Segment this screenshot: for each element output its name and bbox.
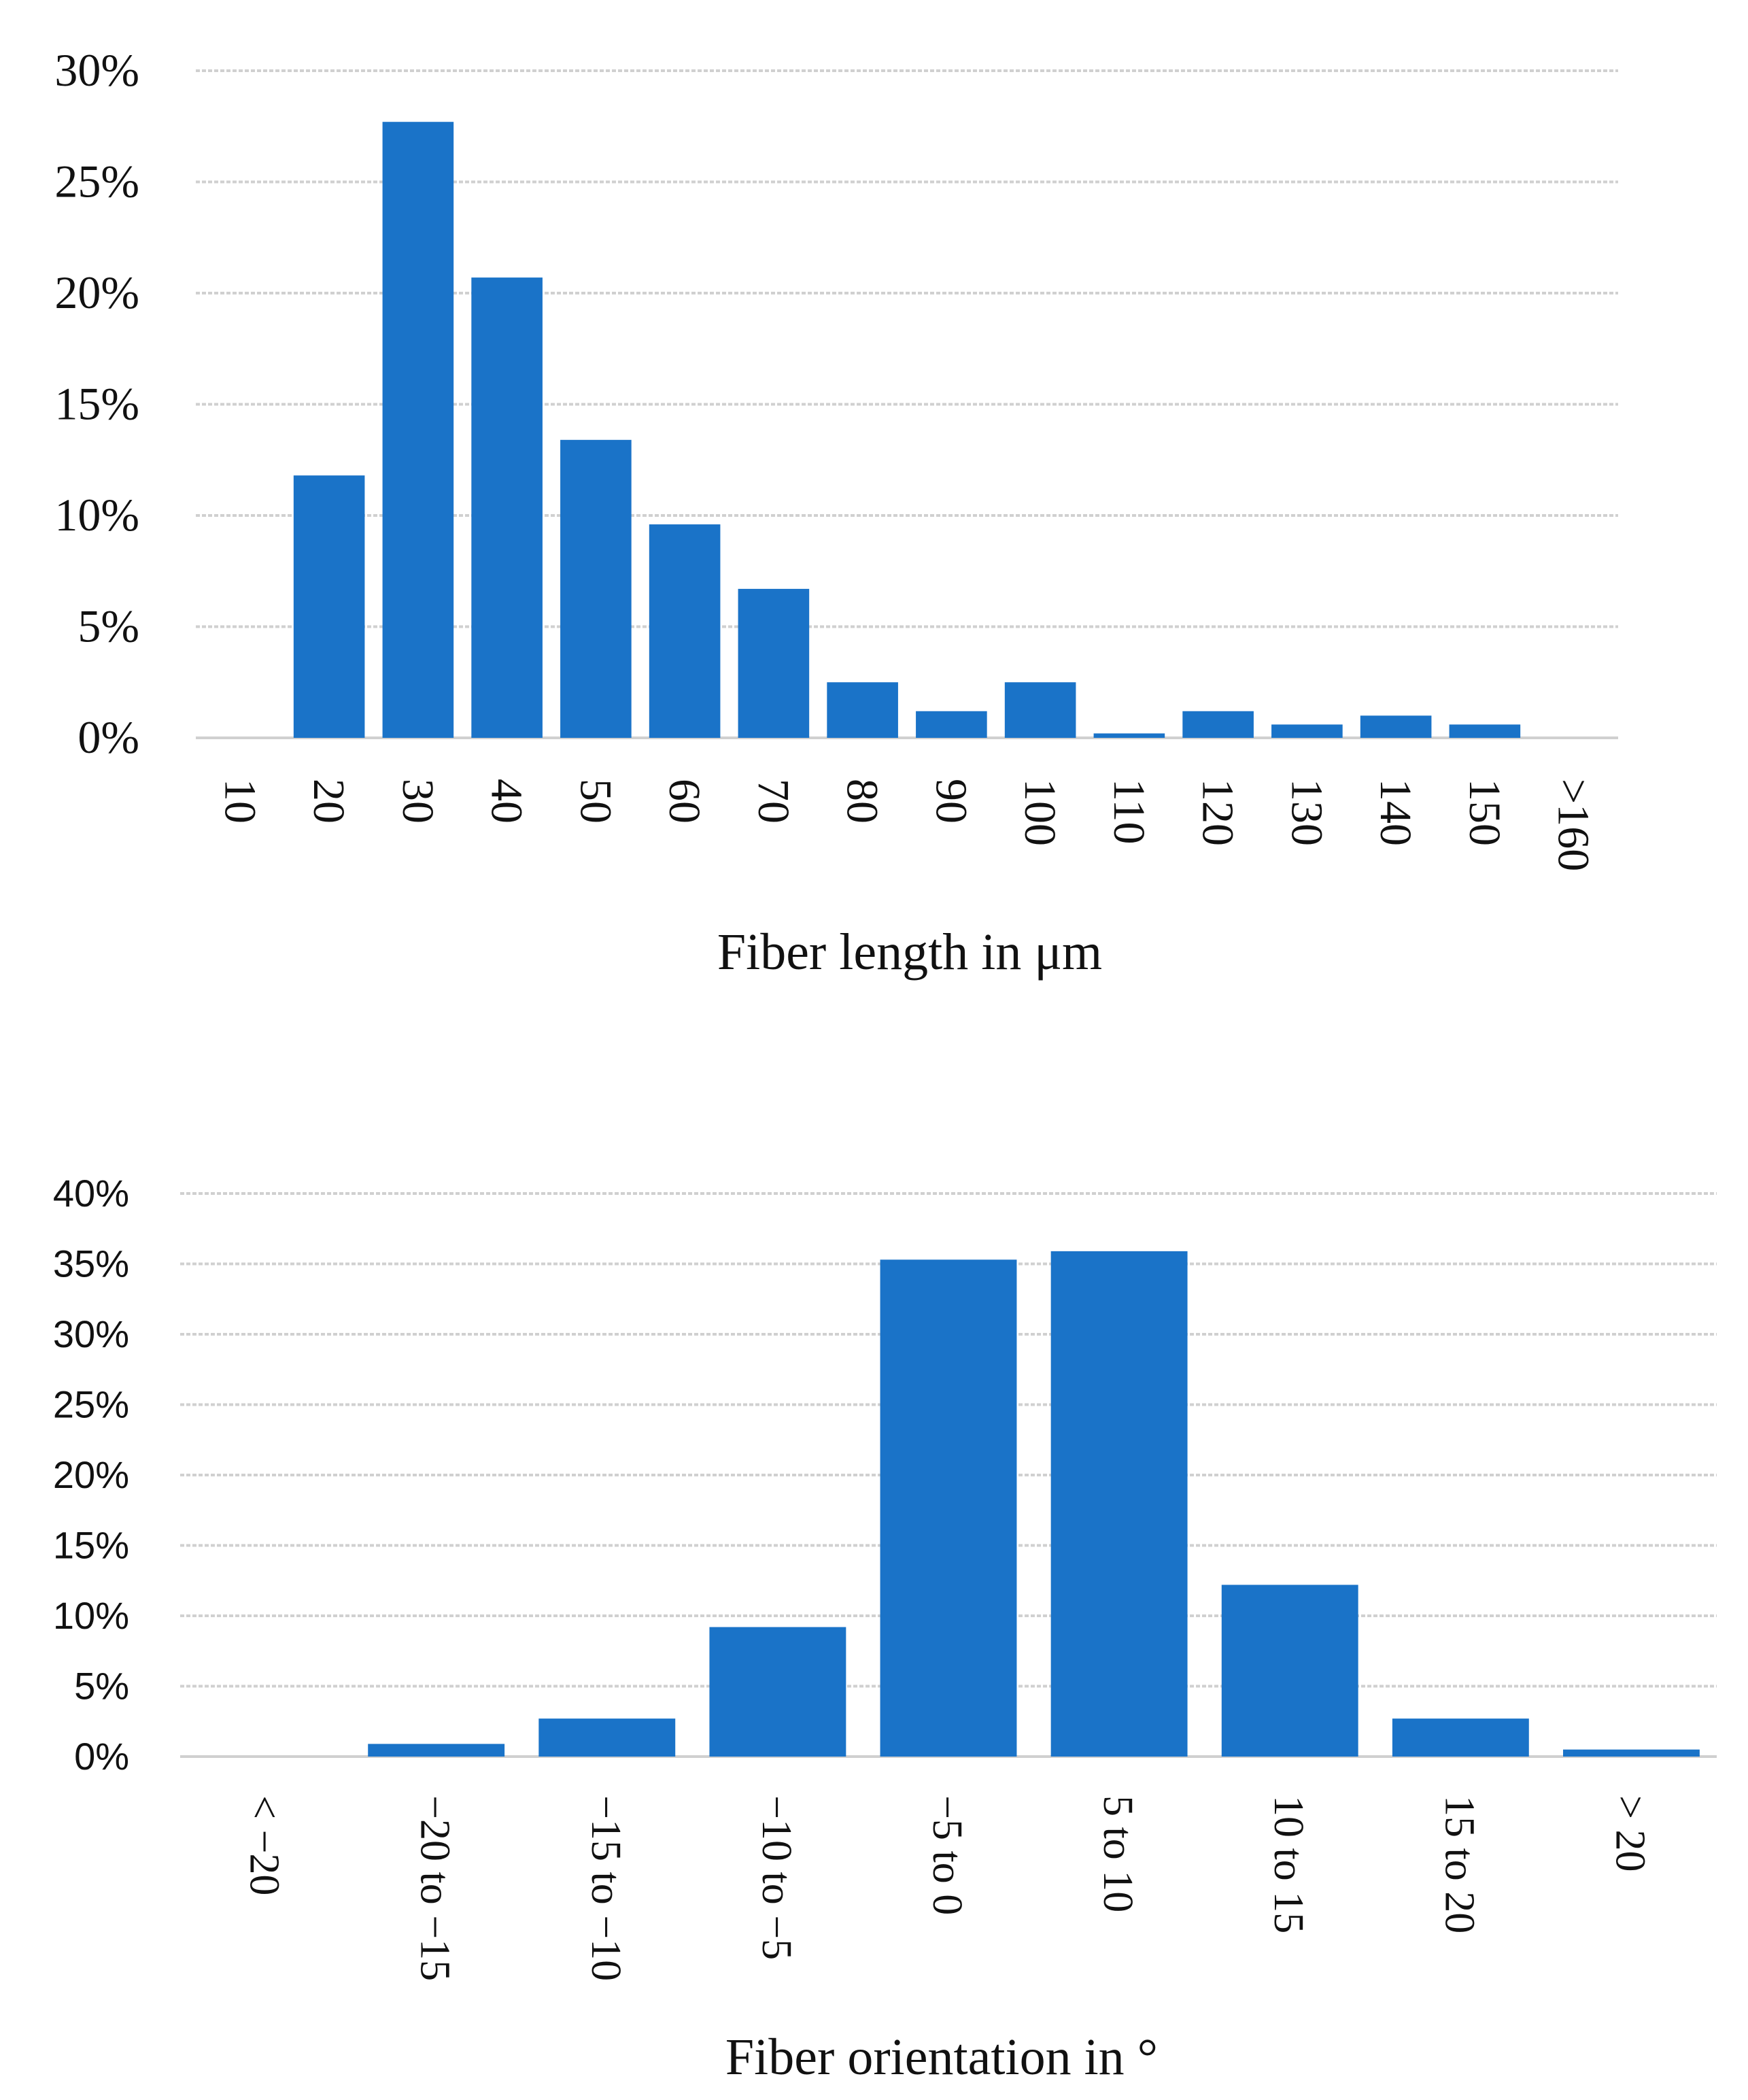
y-tick-label: 30% (53, 1312, 129, 1355)
x-tick-label: 90 (926, 779, 976, 824)
bar (368, 1744, 505, 1757)
bar (1093, 733, 1165, 738)
bar (1449, 724, 1521, 738)
x-tick-label: 5 to 10 (1095, 1795, 1141, 1912)
y-tick-label: 20% (53, 1453, 129, 1496)
bar (649, 524, 721, 738)
y-tick-label: 5% (74, 1665, 129, 1708)
bar (560, 439, 632, 738)
bar (538, 1718, 676, 1757)
x-tick-label: 30 (393, 779, 443, 824)
fiber-length-chart: 0%5%10%15%20%25%30% 10 20 30 40 50 60 70 80 90 10… (54, 44, 1618, 981)
x-axis-title: Fiber orientation in ° (725, 2029, 1158, 2086)
x-tick-label: 15 to 20 (1436, 1795, 1482, 1933)
x-tick-label: 10 (215, 779, 264, 824)
x-tick-label: −20 to −15 (412, 1795, 458, 1981)
bar (1182, 711, 1254, 738)
x-tick-label: >160 (1549, 779, 1598, 871)
x-tick-label: 70 (749, 779, 798, 824)
bar (1221, 1585, 1358, 1757)
y-tick-label: 25% (53, 1383, 129, 1426)
y-tick-label: 25% (54, 156, 139, 207)
x-tick-label: 60 (659, 779, 709, 824)
bars (293, 122, 1521, 738)
bar (827, 682, 898, 738)
x-tick-label: 50 (570, 779, 620, 824)
y-tick-label: 0% (78, 711, 139, 763)
y-tick-label: 15% (53, 1524, 129, 1567)
y-tick-label: 20% (54, 267, 139, 318)
x-axis-tick-labels: < −20 −20 to −15 −15 to −10 −10 to −5 −5 to … (241, 1795, 1653, 1981)
x-tick-label: 150 (1460, 779, 1509, 846)
bar (916, 711, 987, 738)
bar (1271, 724, 1343, 738)
x-tick-label: 20 (304, 779, 354, 824)
bar (1050, 1251, 1188, 1757)
y-tick-label: 10% (53, 1594, 129, 1637)
y-tick-label: 15% (54, 378, 139, 430)
x-tick-label: 140 (1371, 779, 1420, 846)
y-tick-label: 5% (78, 600, 139, 652)
y-axis-tick-labels: 0% 5% 10% 15% 20% 25% 30% 35% 40% (53, 1172, 129, 1778)
fiber-orientation-chart: 0% 5% 10% 15% 20% 25% 30% 35% 40% < −20 −20 to −1… (53, 1172, 1717, 2086)
x-tick-label: 40 (482, 779, 532, 824)
bar (1360, 715, 1432, 738)
y-tick-label: 35% (53, 1242, 129, 1285)
y-tick-label: 30% (54, 44, 139, 96)
x-tick-label: 120 (1193, 779, 1243, 846)
bar (709, 1627, 846, 1757)
bar (382, 122, 454, 738)
x-tick-label: < −20 (241, 1795, 288, 1895)
x-tick-label: −15 to −10 (583, 1795, 629, 1981)
bar (471, 277, 543, 738)
bar (880, 1259, 1017, 1757)
x-axis-title: Fiber length in μm (717, 924, 1102, 981)
x-tick-label: 110 (1104, 779, 1154, 845)
bar (1392, 1718, 1529, 1757)
x-tick-label: 10 to 15 (1265, 1795, 1312, 1933)
bar (1004, 682, 1076, 738)
y-tick-label: 0% (74, 1735, 129, 1778)
y-tick-label: 40% (53, 1172, 129, 1215)
bars (368, 1251, 1700, 1757)
bar (738, 588, 810, 738)
x-tick-label: −10 to −5 (753, 1795, 800, 1960)
x-axis-tick-labels: 10 20 30 40 50 60 70 80 90 100 110 120 130 140 150 >160 (215, 779, 1598, 871)
bar (293, 475, 365, 738)
x-tick-label: 130 (1282, 779, 1331, 846)
y-tick-label: 10% (54, 489, 139, 541)
bar (1563, 1749, 1700, 1757)
x-tick-label: 100 (1015, 779, 1065, 846)
x-tick-label: −5 to 0 (924, 1795, 970, 1915)
x-tick-label: > 20 (1607, 1795, 1653, 1872)
y-axis-tick-labels: 0% 5% 10% 15% 20% 25% 30% (54, 44, 139, 763)
x-tick-label: 80 (838, 779, 887, 824)
